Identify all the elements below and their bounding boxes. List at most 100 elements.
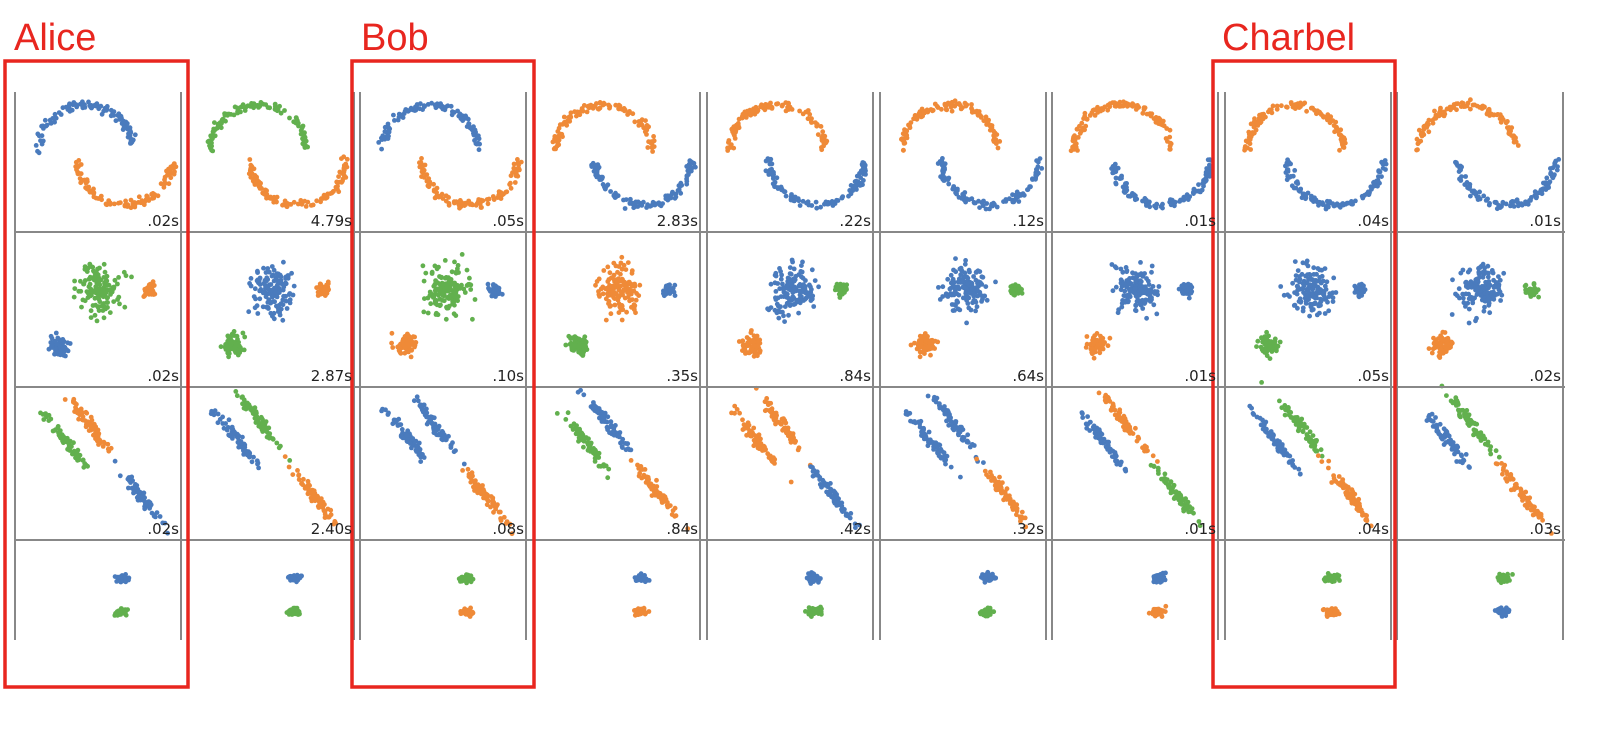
point xyxy=(650,149,655,154)
point xyxy=(1184,192,1190,198)
point xyxy=(469,611,475,617)
point xyxy=(259,415,264,421)
point xyxy=(791,266,797,272)
point xyxy=(1110,288,1116,294)
point xyxy=(231,329,237,334)
point xyxy=(1137,292,1142,298)
point xyxy=(641,575,647,580)
point xyxy=(1142,271,1147,276)
point xyxy=(87,261,93,267)
point xyxy=(408,354,414,360)
point xyxy=(641,125,647,131)
point xyxy=(243,448,249,454)
point xyxy=(740,338,746,344)
point xyxy=(468,579,474,585)
point xyxy=(577,428,582,433)
point xyxy=(77,176,83,181)
point xyxy=(238,109,243,115)
point xyxy=(138,494,143,499)
point xyxy=(123,273,129,279)
point xyxy=(253,409,259,415)
point xyxy=(427,289,433,295)
point xyxy=(92,312,98,318)
point xyxy=(615,193,621,199)
point xyxy=(96,308,102,313)
point xyxy=(455,266,460,272)
point xyxy=(286,464,292,470)
point xyxy=(1205,157,1211,163)
point xyxy=(456,203,462,209)
point xyxy=(261,425,266,430)
point xyxy=(77,412,83,418)
point xyxy=(96,442,101,447)
point xyxy=(618,278,624,284)
point xyxy=(778,269,783,274)
point xyxy=(277,272,283,278)
point xyxy=(224,427,230,433)
point xyxy=(941,450,947,456)
point xyxy=(165,172,171,178)
point xyxy=(981,118,987,124)
point xyxy=(238,104,244,110)
point xyxy=(579,434,585,440)
point xyxy=(636,466,642,471)
point xyxy=(1149,263,1155,269)
point xyxy=(435,280,440,286)
point xyxy=(250,178,256,184)
point xyxy=(225,333,231,339)
point xyxy=(495,195,501,201)
point xyxy=(274,293,279,299)
point xyxy=(251,105,256,111)
point xyxy=(128,136,134,142)
point xyxy=(146,284,152,290)
point xyxy=(392,118,397,123)
point xyxy=(818,124,824,129)
point xyxy=(581,103,587,108)
point xyxy=(600,284,606,290)
point xyxy=(299,201,305,207)
point xyxy=(605,427,610,433)
point xyxy=(907,123,912,129)
point xyxy=(141,202,147,208)
point xyxy=(552,145,558,151)
point xyxy=(404,432,410,438)
point xyxy=(242,108,248,113)
point xyxy=(225,344,231,350)
point xyxy=(274,282,280,288)
point xyxy=(1109,262,1115,267)
point xyxy=(1089,349,1095,355)
point xyxy=(1133,271,1138,276)
point xyxy=(672,505,678,511)
point xyxy=(442,275,448,281)
point xyxy=(1191,186,1197,192)
point xyxy=(857,182,863,188)
point xyxy=(268,282,274,287)
point xyxy=(428,301,434,307)
point xyxy=(82,418,88,423)
point xyxy=(276,445,282,451)
point xyxy=(808,581,814,586)
point xyxy=(918,344,924,349)
point xyxy=(1004,494,1009,500)
point xyxy=(616,287,622,293)
point xyxy=(576,336,582,342)
point xyxy=(625,441,631,447)
point xyxy=(600,102,606,108)
point xyxy=(109,288,115,293)
point xyxy=(88,104,94,110)
point xyxy=(691,160,697,166)
point xyxy=(486,498,491,504)
point xyxy=(1156,121,1161,126)
point xyxy=(611,290,617,296)
point xyxy=(827,488,833,494)
point xyxy=(971,291,976,297)
point xyxy=(613,423,618,428)
point xyxy=(946,422,952,428)
point xyxy=(986,117,991,123)
point xyxy=(101,275,107,280)
point xyxy=(54,341,60,347)
point xyxy=(782,319,787,324)
point xyxy=(962,261,968,267)
point xyxy=(478,483,483,489)
point xyxy=(76,163,82,169)
